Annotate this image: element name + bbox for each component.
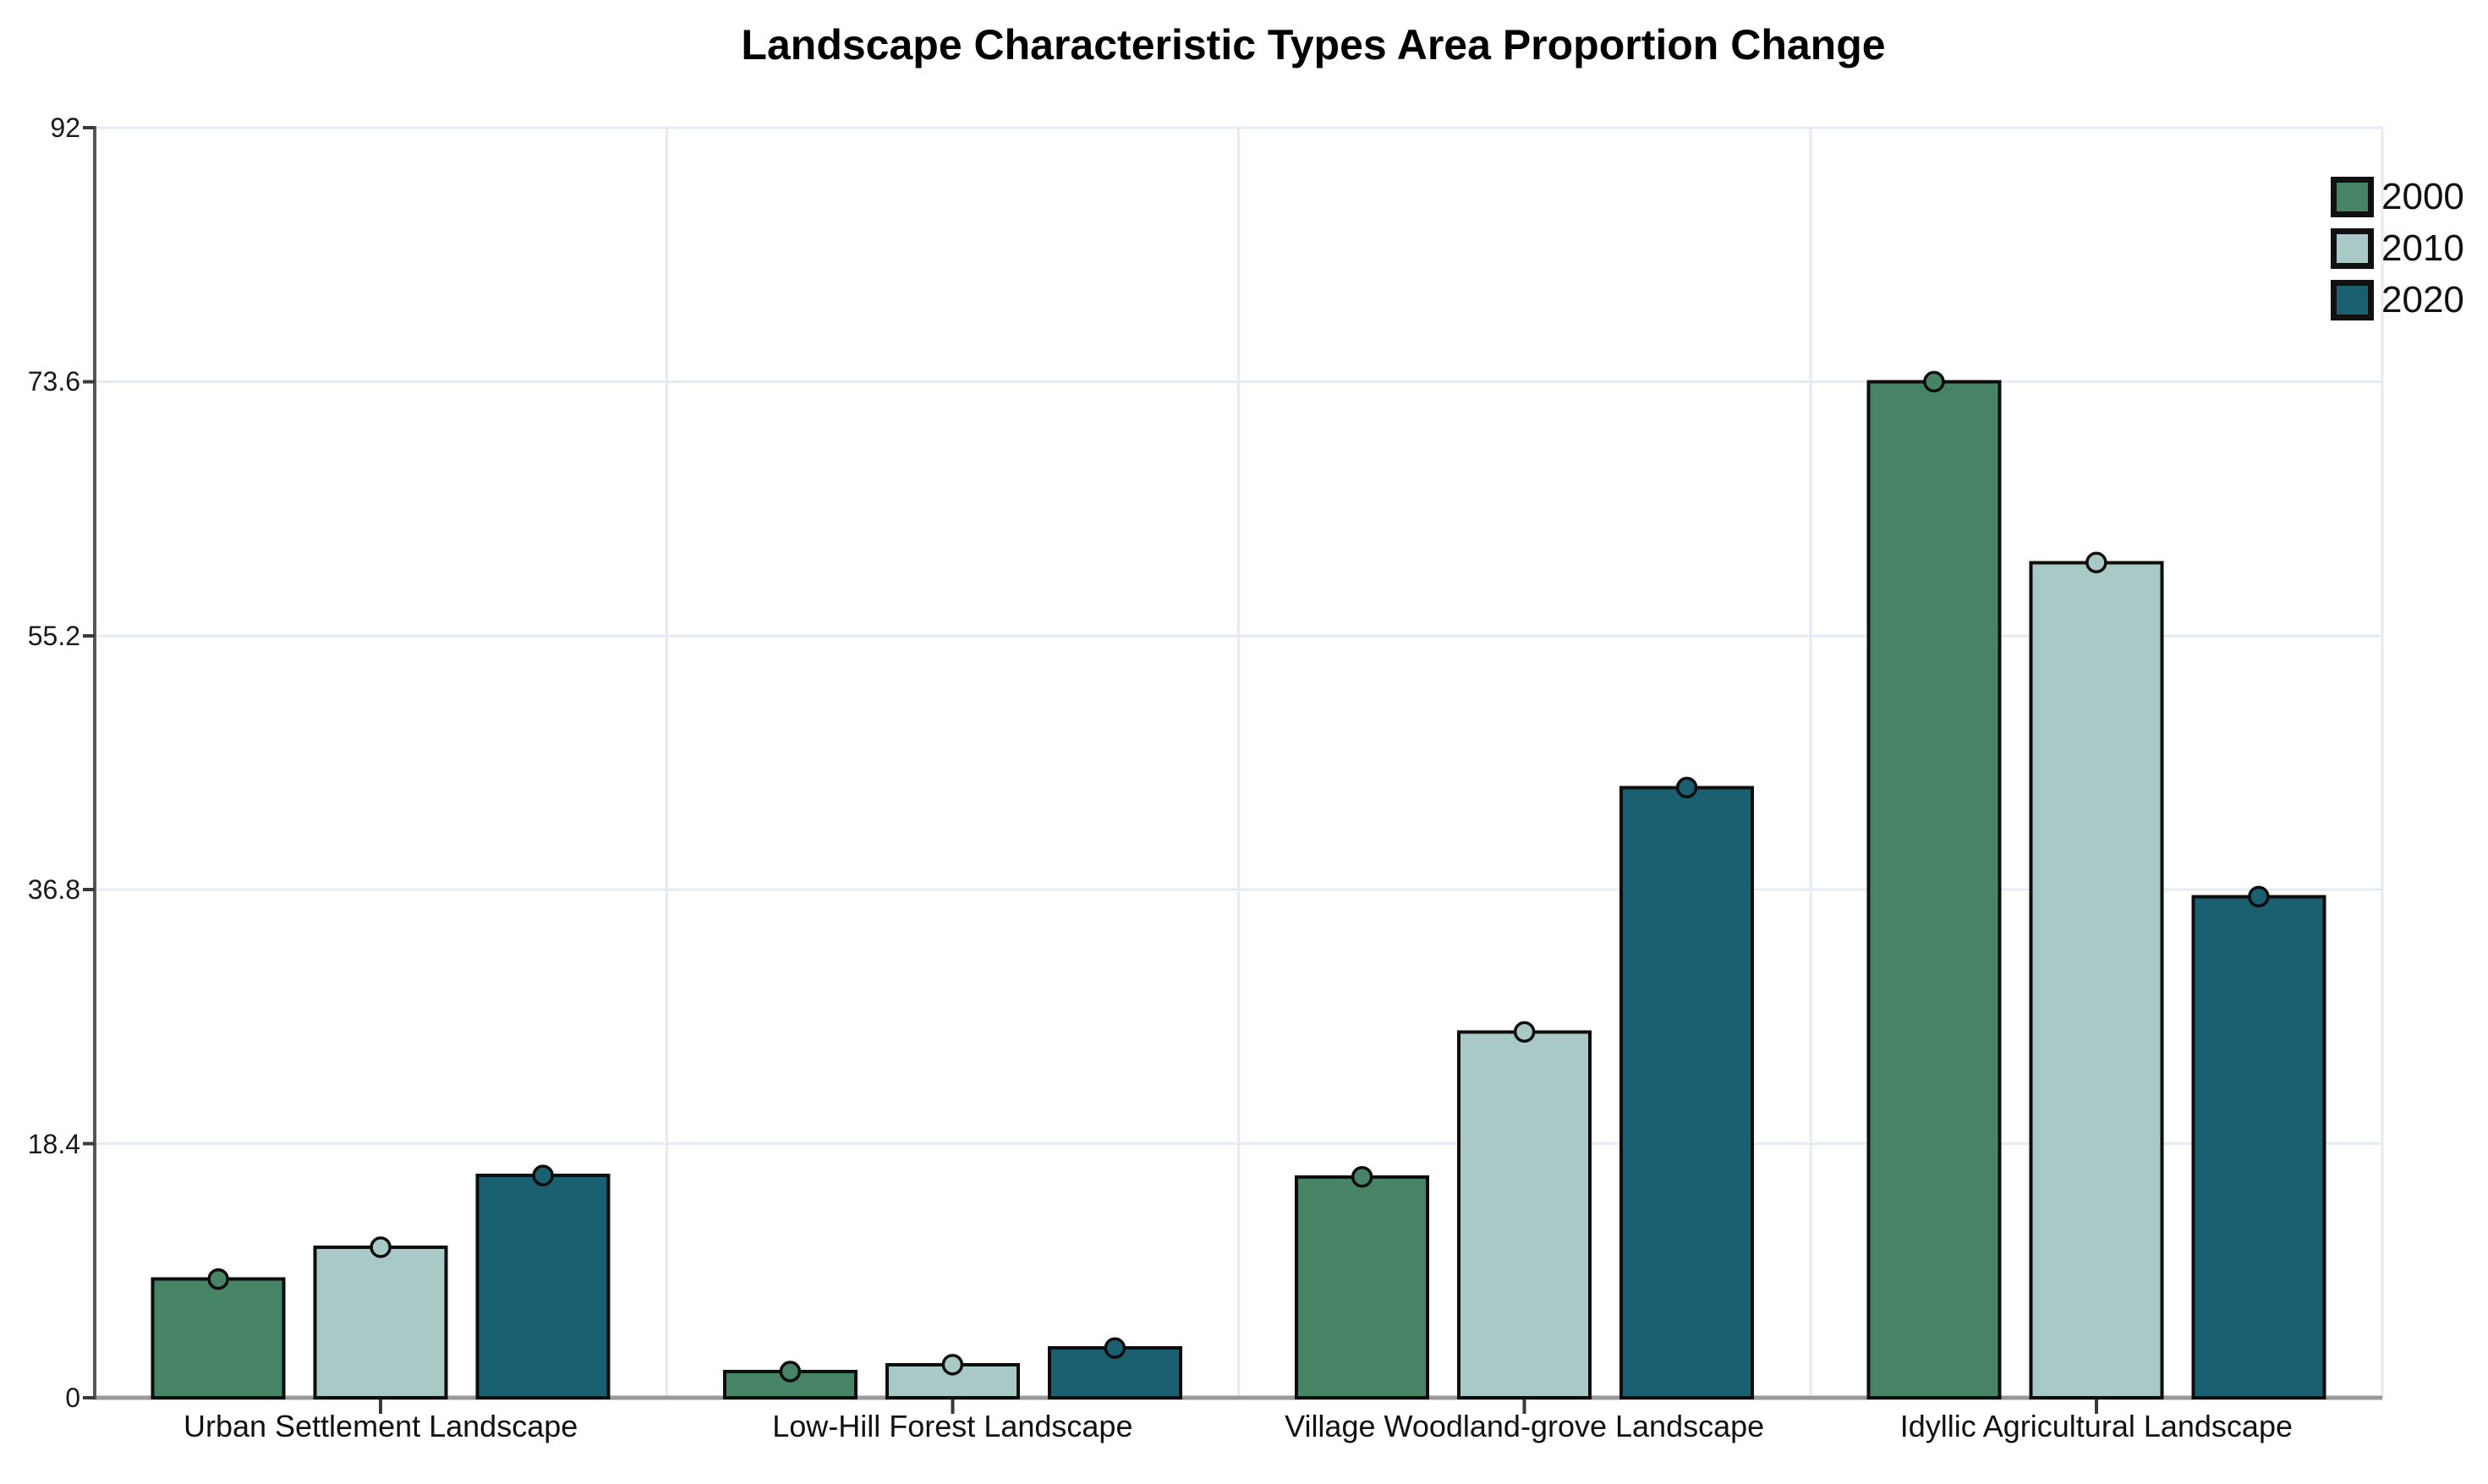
bar-marker-2020-low-hill-forest-landscape bbox=[1104, 1337, 1126, 1359]
bar-2010-village-woodland-grove-landscape bbox=[1457, 1030, 1592, 1399]
bar-marker-2010-urban-settlement-landscape bbox=[370, 1236, 392, 1258]
legend-label-2000: 2000 bbox=[2381, 176, 2464, 217]
bar-2000-idyllic-agricultural-landscape bbox=[1866, 380, 2002, 1399]
legend-label-2020: 2020 bbox=[2381, 279, 2464, 320]
bar-marker-2010-village-woodland-grove-landscape bbox=[1513, 1021, 1536, 1043]
y-tick-label-36.8: 36.8 bbox=[27, 874, 80, 906]
bar-marker-2000-low-hill-forest-landscape bbox=[779, 1361, 802, 1383]
y-tick-label-73.6: 73.6 bbox=[27, 366, 80, 397]
bar-2010-idyllic-agricultural-landscape bbox=[2029, 561, 2164, 1399]
bar-marker-2010-low-hill-forest-landscape bbox=[941, 1354, 964, 1376]
y-tick-label-18.4: 18.4 bbox=[27, 1128, 80, 1159]
legend-row-2000: 2000 bbox=[2331, 177, 2464, 217]
legend-swatch-2020 bbox=[2331, 280, 2374, 320]
legend: 2000 2010 2020 bbox=[2331, 177, 2464, 320]
bar-2010-urban-settlement-landscape bbox=[313, 1246, 448, 1399]
bar-marker-2020-village-woodland-grove-landscape bbox=[1675, 776, 1698, 799]
bar-marker-2000-village-woodland-grove-landscape bbox=[1351, 1166, 1373, 1188]
bar-marker-2000-urban-settlement-landscape bbox=[207, 1268, 229, 1290]
bar-2020-village-woodland-grove-landscape bbox=[1619, 786, 1755, 1399]
y-tick-label-0: 0 bbox=[65, 1383, 80, 1413]
legend-row-2020: 2020 bbox=[2331, 280, 2464, 320]
bar-2000-urban-settlement-landscape bbox=[151, 1277, 286, 1400]
legend-swatch-2010 bbox=[2331, 228, 2374, 269]
bar-2000-village-woodland-grove-landscape bbox=[1295, 1175, 1430, 1399]
x-label-idyllic-agricultural-landscape: Idyllic Agricultural Landscape bbox=[1899, 1409, 2293, 1443]
x-label-low-hill-forest-landscape: Low-Hill Forest Landscape bbox=[772, 1409, 1133, 1443]
legend-label-2010: 2010 bbox=[2381, 227, 2464, 269]
bar-marker-2020-idyllic-agricultural-landscape bbox=[2248, 885, 2270, 908]
bar-marker-2010-idyllic-agricultural-landscape bbox=[2085, 551, 2107, 574]
x-label-urban-settlement-landscape: Urban Settlement Landscape bbox=[183, 1409, 578, 1443]
legend-row-2010: 2010 bbox=[2331, 228, 2464, 269]
bar-marker-2020-urban-settlement-landscape bbox=[532, 1164, 554, 1186]
bar-2020-urban-settlement-landscape bbox=[475, 1174, 611, 1400]
bar-2020-idyllic-agricultural-landscape bbox=[2191, 895, 2326, 1399]
x-label-village-woodland-grove-landscape: Village Woodland-grove Landscape bbox=[1285, 1409, 1765, 1443]
legend-swatch-2000 bbox=[2331, 177, 2374, 217]
bar-marker-2000-idyllic-agricultural-landscape bbox=[1923, 370, 1945, 393]
chart-title: Landscape Characteristic Types Area Prop… bbox=[741, 21, 1886, 68]
y-tick-label-55.2: 55.2 bbox=[27, 620, 80, 651]
y-tick-label-92: 92 bbox=[50, 112, 80, 143]
